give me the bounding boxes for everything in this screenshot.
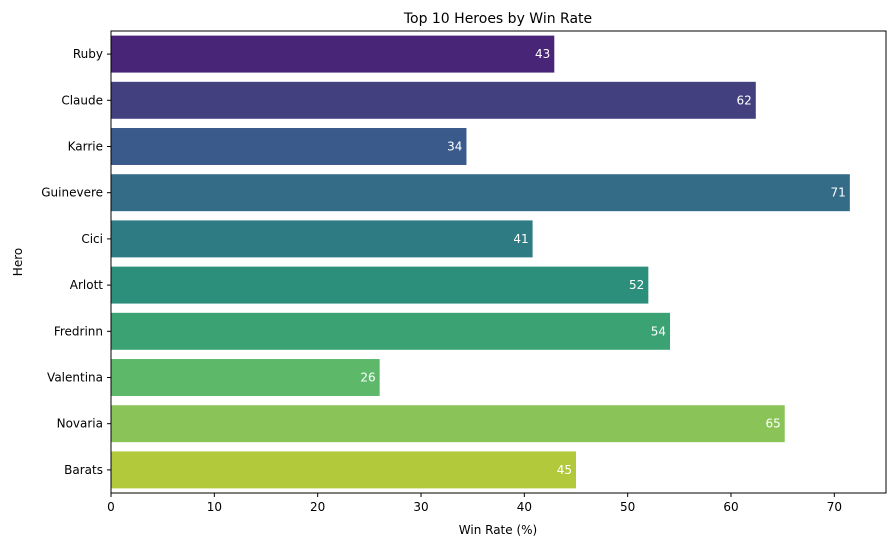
bar-value-label-novaria: 65 [765,417,780,431]
y-axis-label: Hero [11,248,25,276]
bar-cici [111,220,533,258]
bar-value-label-karrie: 34 [447,140,462,154]
bar-value-label-fredrinn: 54 [651,324,666,338]
bar-value-label-barats: 45 [557,463,572,477]
bar-valentina [111,359,380,396]
plot-frame [110,30,887,494]
x-tick-label: 60 [723,500,738,514]
bar-labels-group: 43 62 34 71 41 52 54 26 65 45 [360,47,845,477]
y-tick-label-claude: Claude [61,93,103,107]
x-tick-label: 50 [620,500,635,514]
bar-fredrinn [111,312,671,350]
x-tick-label: 30 [413,500,428,514]
y-tick-label-karrie: Karrie [68,140,103,154]
x-tick-label: 10 [207,500,222,514]
chart-title: Top 10 Heroes by Win Rate [403,11,592,27]
y-tick-label-ruby: Ruby [73,47,103,61]
bar-arlott [111,266,649,304]
bar-barats [111,451,576,489]
bar-value-label-valentina: 26 [360,371,375,385]
bar-ruby [111,35,555,73]
bar-guinevere [111,174,850,212]
bar-value-label-guinevere: 71 [831,186,846,200]
bar-value-label-cici: 41 [513,232,528,246]
y-axis-ticks: Ruby Claude Karrie Guinevere Cici Arlott Fredr… [41,47,111,477]
x-axis-label: Win Rate (%) [459,523,537,537]
y-tick-label-barats: Barats [64,463,103,477]
y-tick-label-fredrinn: Fredrinn [54,324,103,338]
y-tick-label-valentina: Valentina [47,371,103,385]
x-tick-label: 40 [517,500,532,514]
bar-value-label-ruby: 43 [535,47,550,61]
bar-novaria [111,405,785,443]
x-axis-ticks: 0 10 20 30 40 50 60 70 [107,493,842,514]
bars-group [111,35,850,489]
x-tick-label: 0 [107,500,115,514]
bar-value-label-claude: 62 [737,93,752,107]
y-tick-label-guinevere: Guinevere [41,186,103,200]
bar-karrie [111,128,467,165]
y-tick-label-novaria: Novaria [57,417,103,431]
bar-value-label-arlott: 52 [629,278,644,292]
x-tick-label: 70 [827,500,842,514]
x-tick-label: 20 [310,500,325,514]
y-tick-label-arlott: Arlott [70,278,104,292]
bar-claude [111,81,756,119]
y-tick-label-cici: Cici [81,232,103,246]
